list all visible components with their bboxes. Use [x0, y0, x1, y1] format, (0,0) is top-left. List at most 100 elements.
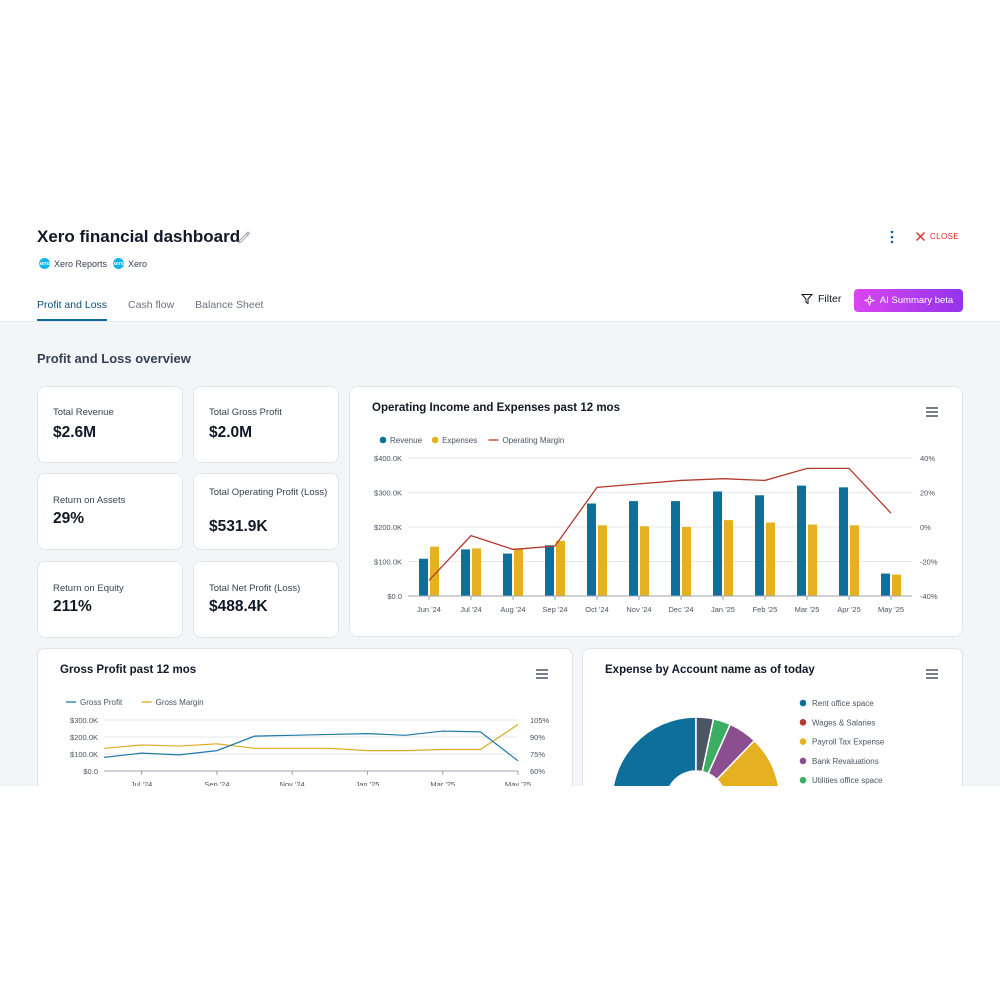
expenses-bar[interactable]: [724, 520, 733, 596]
chip-xero-reports[interactable]: xero Xero Reports: [39, 258, 107, 269]
revenue-bar[interactable]: [755, 495, 764, 596]
kpi-label: Return on Assets: [53, 495, 126, 506]
svg-text:Gross Profit: Gross Profit: [80, 698, 123, 707]
revenue-bar[interactable]: [629, 501, 638, 596]
tab-balance-sheet[interactable]: Balance Sheet: [195, 299, 264, 311]
kpi-label: Total Revenue: [53, 407, 114, 418]
y2-tick-label: -20%: [920, 558, 938, 567]
expenses-bar[interactable]: [682, 527, 691, 596]
x-tick-label: May '25: [505, 780, 531, 786]
svg-text:Revenue: Revenue: [390, 436, 423, 445]
kpi-label: Return on Equity: [53, 583, 124, 594]
legend-item[interactable]: Operating Margin: [488, 436, 565, 445]
legend-item[interactable]: Expenses: [431, 436, 477, 445]
revenue-bar[interactable]: [881, 573, 890, 596]
revenue-bar[interactable]: [503, 553, 512, 596]
legend-item[interactable]: Wages & Salaries: [799, 718, 876, 727]
svg-text:Operating Margin: Operating Margin: [503, 436, 565, 445]
expenses-bar[interactable]: [430, 546, 439, 596]
revenue-bar[interactable]: [713, 491, 722, 596]
x-tick-label: Mar '25: [430, 780, 455, 786]
close-icon: [916, 232, 925, 241]
revenue-bar[interactable]: [839, 487, 848, 596]
y2-tick-label: 40%: [920, 454, 935, 463]
y2-tick-label: 20%: [920, 489, 935, 498]
x-tick-label: Nov '24: [280, 780, 305, 786]
revenue-bar[interactable]: [797, 485, 806, 596]
x-tick-label: Apr '25: [837, 605, 861, 614]
pie-slice[interactable]: [612, 716, 725, 786]
svg-text:Utilities office space: Utilities office space: [812, 776, 883, 785]
legend-item[interactable]: Rent office space: [799, 699, 875, 708]
svg-text:Rent office space: Rent office space: [812, 699, 874, 708]
revenue-bar[interactable]: [419, 558, 428, 596]
xero-logo-icon: xero: [39, 258, 50, 269]
expenses-bar[interactable]: [640, 526, 649, 596]
expenses-bar[interactable]: [892, 574, 901, 596]
x-tick-label: Feb '25: [753, 605, 778, 614]
operating-chart: Revenue Expenses Operating Margin $400.0K $3…: [374, 436, 938, 614]
x-tick-label: Sep '24: [204, 780, 229, 786]
filter-button[interactable]: Filter: [801, 293, 841, 305]
gross-profit-card: Gross Profit past 12 mos Gross Profit Gro…: [37, 648, 573, 786]
revenue-bar[interactable]: [671, 501, 680, 596]
tab-cash-flow[interactable]: Cash flow: [128, 299, 175, 311]
hamburger-menu-icon[interactable]: [926, 407, 938, 417]
legend-item[interactable]: Gross Profit: [66, 698, 123, 707]
gross-profit-line: [103, 730, 519, 762]
y2-tick-label: -40%: [920, 592, 938, 601]
expenses-bar[interactable]: [598, 525, 607, 596]
revenue-bar[interactable]: [545, 545, 554, 596]
chart-title: Operating Income and Expenses past 12 mo…: [372, 402, 620, 414]
y2-tick-label: 90%: [530, 733, 545, 742]
y2-tick-label: 105%: [530, 716, 550, 725]
chip-label: Xero: [128, 258, 148, 269]
chart-title: Gross Profit past 12 mos: [60, 664, 197, 676]
kpi-label: Total Operating Profit (Loss): [209, 487, 328, 498]
expenses-bar[interactable]: [850, 525, 859, 596]
ai-summary-button[interactable]: AI Summary beta: [854, 289, 963, 312]
y-tick-label: $300.0K: [374, 489, 402, 498]
legend-item[interactable]: Utilities office space: [799, 776, 883, 785]
legend-item[interactable]: Revenue: [379, 436, 423, 445]
expenses-bar[interactable]: [766, 522, 775, 596]
legend-item[interactable]: Payroll Tax Expense: [799, 738, 885, 747]
close-label: CLOSE: [930, 232, 960, 241]
y-tick-label: $200.0K: [70, 733, 98, 742]
revenue-bar[interactable]: [461, 549, 470, 596]
sparkle-icon: [864, 295, 875, 306]
kpi-value: $2.6M: [53, 424, 97, 441]
xero-logo-icon: xero: [113, 258, 125, 269]
kpi-card-return-on-equity: Return on Equity 211%: [37, 561, 183, 638]
more-options-icon[interactable]: [886, 229, 898, 245]
tab-bar: Profit and Loss Cash flow Balance Sheet: [37, 299, 263, 321]
close-button[interactable]: CLOSE: [915, 231, 959, 242]
hamburger-menu-icon[interactable]: [926, 669, 938, 679]
expenses-bar[interactable]: [808, 524, 817, 596]
y-tick-label: $100.0K: [70, 750, 98, 759]
x-tick-label: Jan '25: [355, 780, 379, 786]
expenses-bar[interactable]: [514, 548, 523, 596]
filter-label: Filter: [818, 293, 842, 305]
x-tick-label: Jan '25: [711, 605, 735, 614]
ai-summary-label: AI Summary beta: [879, 295, 954, 306]
kpi-value: $2.0M: [209, 424, 253, 441]
y2-tick-label: 60%: [530, 767, 545, 776]
tab-profit-and-loss[interactable]: Profit and Loss: [37, 299, 108, 321]
legend-item[interactable]: Bank Revaluations: [799, 757, 879, 766]
expense-pie-chart: Rent office space Wages & Salaries Payroll…: [612, 699, 885, 786]
expenses-bar[interactable]: [472, 548, 481, 596]
pencil-icon[interactable]: [237, 230, 251, 244]
legend-item[interactable]: Gross Margin: [141, 698, 204, 707]
svg-text:Bank Revaluations: Bank Revaluations: [812, 757, 879, 766]
expenses-bar[interactable]: [556, 540, 565, 596]
revenue-bar[interactable]: [587, 503, 596, 596]
x-tick-label: Jun '24: [417, 605, 441, 614]
page-title: Xero financial dashboard: [37, 227, 241, 246]
svg-text:Gross Margin: Gross Margin: [156, 698, 204, 707]
hamburger-menu-icon[interactable]: [536, 669, 548, 679]
chip-xero[interactable]: xero Xero: [113, 258, 147, 269]
source-chips: xero Xero Reports xero Xero: [39, 258, 147, 269]
pie-slice[interactable]: [695, 716, 715, 773]
chart-title: Expense by Account name as of today: [605, 664, 815, 676]
